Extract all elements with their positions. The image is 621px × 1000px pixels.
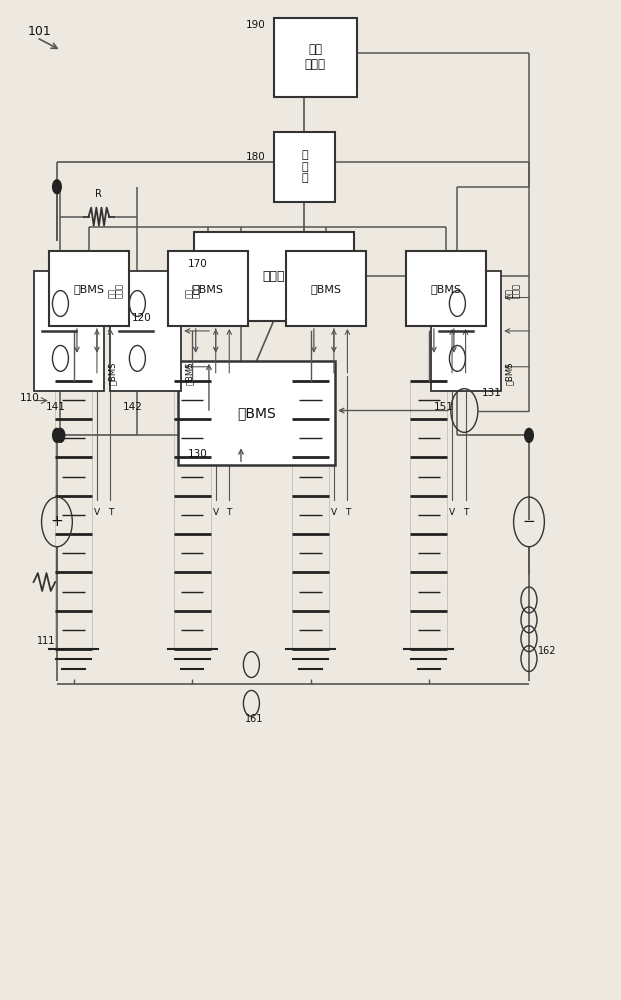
Text: V: V	[212, 508, 219, 517]
Text: V: V	[331, 508, 337, 517]
Circle shape	[53, 428, 61, 442]
Text: +: +	[50, 514, 63, 529]
Text: 110: 110	[20, 393, 40, 403]
Text: T: T	[227, 508, 232, 517]
FancyBboxPatch shape	[111, 271, 181, 391]
Text: T: T	[345, 508, 350, 517]
FancyBboxPatch shape	[274, 18, 356, 97]
Text: 161: 161	[245, 714, 264, 724]
FancyBboxPatch shape	[49, 251, 129, 326]
Text: 控制器: 控制器	[192, 283, 201, 298]
Text: 控制器: 控制器	[512, 283, 521, 298]
Text: 从BMS: 从BMS	[310, 284, 342, 294]
Text: V: V	[449, 508, 455, 517]
Text: 主BMS: 主BMS	[505, 361, 514, 385]
Text: 主BMS: 主BMS	[186, 361, 194, 385]
FancyBboxPatch shape	[178, 361, 335, 465]
Text: 130: 130	[188, 449, 207, 459]
Text: 从BMS: 从BMS	[73, 284, 104, 294]
Text: 170: 170	[188, 259, 207, 269]
Text: 控制器: 控制器	[116, 283, 124, 298]
Text: 101: 101	[27, 25, 51, 38]
Text: 主BMS: 主BMS	[237, 406, 276, 420]
FancyBboxPatch shape	[286, 251, 366, 326]
Text: 180: 180	[246, 152, 266, 162]
FancyBboxPatch shape	[274, 132, 335, 202]
Text: T: T	[463, 508, 468, 517]
FancyBboxPatch shape	[430, 271, 501, 391]
Text: 气继: 气继	[109, 288, 117, 298]
Text: 131: 131	[482, 388, 502, 398]
Text: −: −	[523, 514, 535, 529]
FancyBboxPatch shape	[34, 271, 104, 391]
Text: 电动
发电机: 电动 发电机	[305, 43, 325, 71]
Text: R: R	[96, 189, 102, 199]
Text: 151: 151	[433, 402, 453, 412]
Text: 111: 111	[37, 636, 55, 646]
FancyBboxPatch shape	[168, 251, 248, 326]
Text: 从BMS: 从BMS	[193, 284, 223, 294]
Text: 控制器: 控制器	[262, 270, 285, 283]
Text: 从BMS: 从BMS	[430, 284, 461, 294]
Text: 120: 120	[132, 313, 152, 323]
Text: 162: 162	[538, 646, 556, 656]
Text: 逆
变
器: 逆 变 器	[301, 150, 307, 183]
Circle shape	[56, 428, 65, 442]
FancyBboxPatch shape	[406, 251, 486, 326]
Text: 主BMS: 主BMS	[109, 361, 117, 385]
Circle shape	[53, 180, 61, 194]
Text: 气继: 气继	[186, 288, 194, 298]
Text: V: V	[94, 508, 100, 517]
FancyBboxPatch shape	[194, 232, 353, 321]
Text: 气继: 气继	[505, 288, 514, 298]
Circle shape	[525, 428, 533, 442]
Text: 142: 142	[123, 402, 143, 412]
Text: 141: 141	[46, 402, 66, 412]
Text: T: T	[108, 508, 113, 517]
Text: 190: 190	[246, 20, 266, 30]
